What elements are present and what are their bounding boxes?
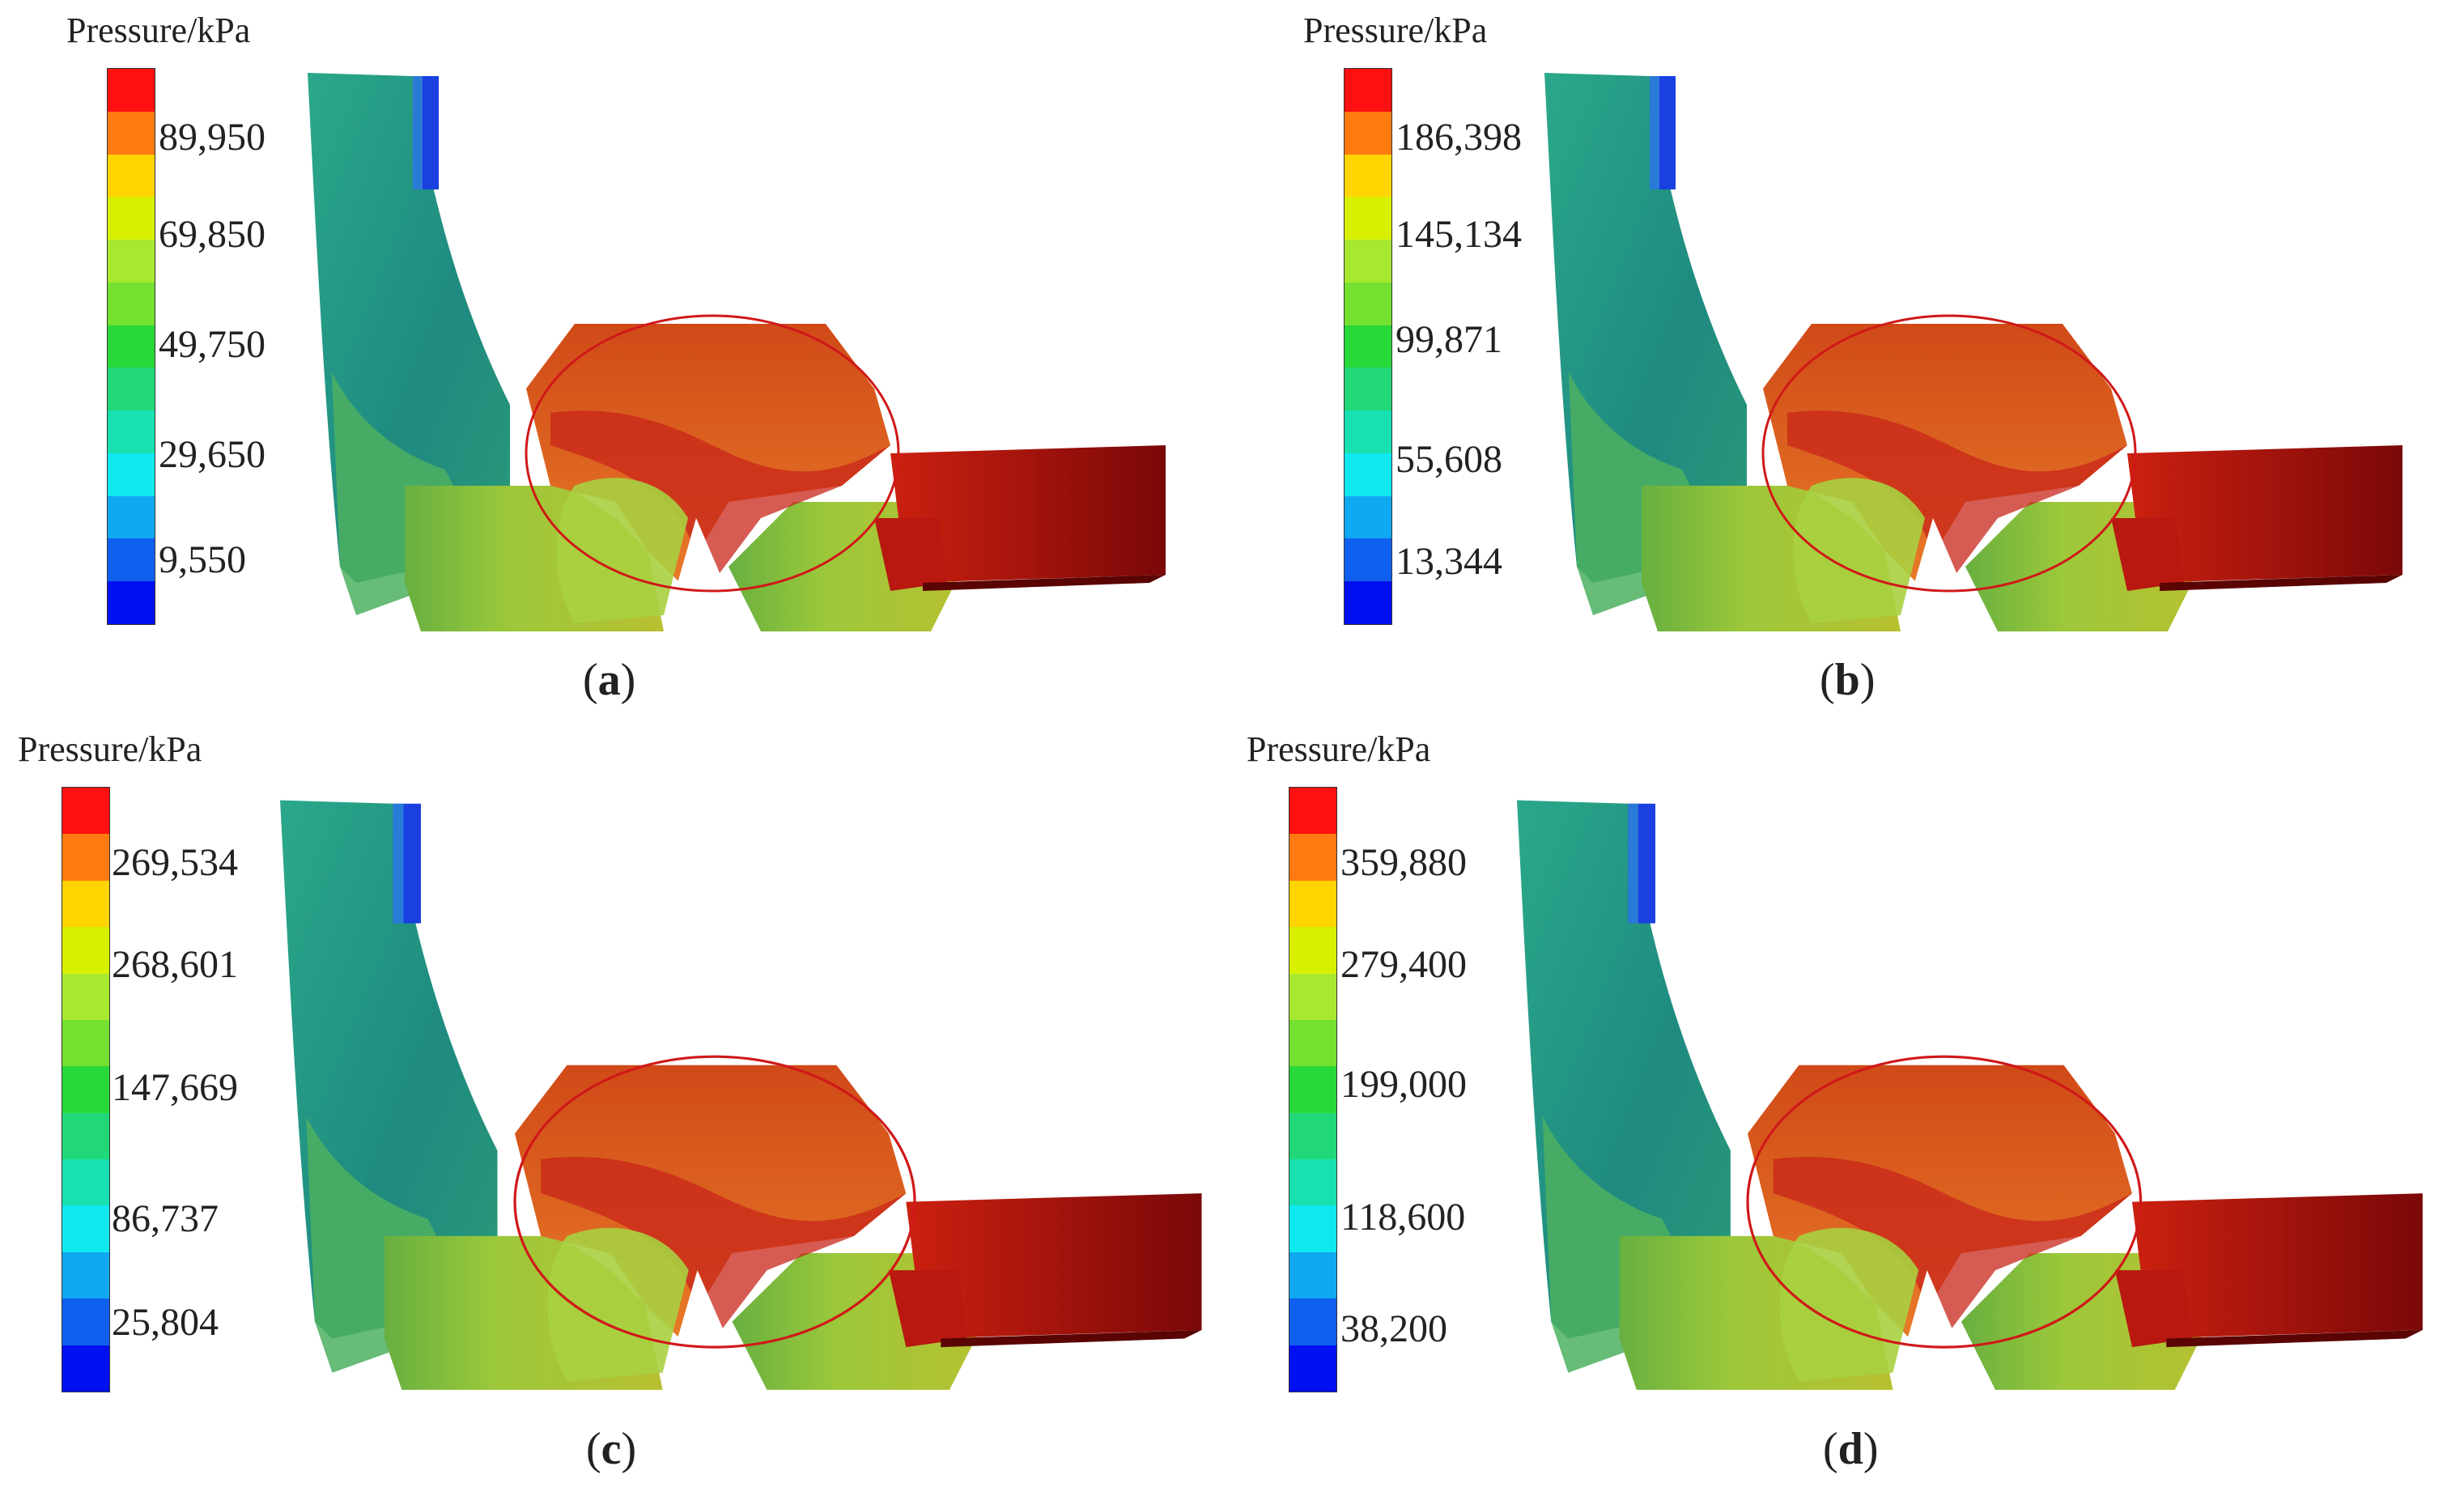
caption: (b) bbox=[1820, 655, 1876, 705]
tick-label: 279,400 bbox=[1340, 943, 1467, 986]
colorbar-band bbox=[1345, 154, 1391, 198]
colorbar-band bbox=[62, 1112, 109, 1160]
colorbar-band bbox=[1345, 453, 1391, 497]
tick-label: 268,601 bbox=[112, 943, 238, 986]
colorbar-band bbox=[1289, 1159, 1336, 1206]
caption: (c) bbox=[586, 1424, 637, 1474]
colorbar-band bbox=[108, 410, 155, 454]
colorbar-band bbox=[62, 1345, 109, 1392]
colorbar-band bbox=[1289, 788, 1336, 835]
legend-title: Pressure/kPa bbox=[18, 729, 202, 769]
panel-a: Pressure/kPa 89,950 69,850 49,750 29,650… bbox=[0, 0, 1214, 729]
pressure-contour-model bbox=[1544, 71, 2404, 633]
colorbar-band bbox=[1289, 927, 1336, 975]
colorbar-band bbox=[62, 1298, 109, 1346]
colorbar-band bbox=[1289, 1205, 1336, 1253]
colorbar-band bbox=[1289, 973, 1336, 1021]
colorbar-band bbox=[62, 1019, 109, 1067]
colorbar-band bbox=[1289, 1298, 1336, 1346]
colorbar-band bbox=[108, 538, 155, 582]
colorbar-band bbox=[62, 973, 109, 1021]
caption: (d) bbox=[1823, 1424, 1879, 1474]
tick-label: 86,737 bbox=[112, 1197, 219, 1240]
tick-label: 69,850 bbox=[159, 213, 266, 256]
colorbar-band bbox=[108, 69, 155, 113]
colorbar-band bbox=[108, 581, 155, 625]
tick-label: 359,880 bbox=[1340, 841, 1467, 884]
tick-label: 89,950 bbox=[159, 116, 266, 159]
colorbar-band bbox=[1345, 538, 1391, 582]
colorbar-band bbox=[62, 880, 109, 928]
colorbar-band bbox=[62, 1066, 109, 1114]
colorbar-band bbox=[108, 240, 155, 283]
colorbar-band bbox=[108, 282, 155, 326]
caption: (a) bbox=[583, 655, 636, 705]
colorbar-band bbox=[1345, 111, 1391, 155]
colorbar-band bbox=[1289, 1066, 1336, 1114]
tick-label: 49,750 bbox=[159, 323, 266, 366]
legend-title: Pressure/kPa bbox=[66, 11, 251, 50]
colorbar-band bbox=[1345, 368, 1391, 411]
colorbar bbox=[1344, 68, 1392, 625]
colorbar-band bbox=[108, 111, 155, 155]
colorbar-band bbox=[1345, 495, 1391, 539]
colorbar-band bbox=[1345, 581, 1391, 625]
colorbar-band bbox=[1345, 410, 1391, 454]
colorbar-band bbox=[1289, 1019, 1336, 1067]
colorbar-band bbox=[1345, 282, 1391, 326]
colorbar-band bbox=[1345, 240, 1391, 283]
colorbar-band bbox=[1289, 1252, 1336, 1299]
colorbar-band bbox=[62, 927, 109, 975]
panel-b: Pressure/kPa 186,398 145,134 99,871 55,6… bbox=[1237, 0, 2451, 729]
colorbar-band bbox=[62, 788, 109, 835]
colorbar-band bbox=[62, 1159, 109, 1206]
colorbar-band bbox=[108, 453, 155, 497]
tick-label: 145,134 bbox=[1396, 213, 1522, 256]
panel-c: Pressure/kPa 269,534 268,601 147,669 86,… bbox=[0, 729, 1214, 1474]
legend-title: Pressure/kPa bbox=[1247, 729, 1431, 769]
tick-label: 269,534 bbox=[112, 841, 238, 884]
tick-label: 9,550 bbox=[159, 538, 246, 581]
colorbar-band bbox=[108, 197, 155, 240]
tick-label: 147,669 bbox=[112, 1066, 238, 1109]
colorbar-band bbox=[108, 154, 155, 198]
pressure-contour-model bbox=[308, 71, 1167, 633]
colorbar-band bbox=[62, 834, 109, 882]
tick-label: 25,804 bbox=[112, 1301, 219, 1344]
tick-label: 118,600 bbox=[1340, 1196, 1466, 1239]
colorbar-band bbox=[1289, 834, 1336, 882]
tick-label: 13,344 bbox=[1396, 540, 1502, 583]
tick-label: 38,200 bbox=[1340, 1307, 1447, 1350]
tick-label: 29,650 bbox=[159, 433, 266, 476]
legend-title: Pressure/kPa bbox=[1303, 11, 1488, 50]
panel-d: Pressure/kPa 359,880 279,400 199,000 118… bbox=[1237, 729, 2451, 1474]
colorbar-band bbox=[1289, 1112, 1336, 1160]
tick-label: 199,000 bbox=[1340, 1063, 1467, 1106]
colorbar-band bbox=[62, 1252, 109, 1299]
colorbar bbox=[107, 68, 155, 625]
colorbar-band bbox=[1289, 880, 1336, 928]
tick-label: 186,398 bbox=[1396, 116, 1522, 159]
pressure-contour-model bbox=[280, 798, 1204, 1392]
colorbar-band bbox=[1345, 197, 1391, 240]
tick-label: 99,871 bbox=[1396, 318, 1502, 361]
colorbar-band bbox=[108, 325, 155, 368]
tick-label: 55,608 bbox=[1396, 438, 1502, 481]
pressure-contour-model bbox=[1517, 798, 2424, 1392]
colorbar-band bbox=[1289, 1345, 1336, 1392]
colorbar-band bbox=[62, 1205, 109, 1253]
colorbar-band bbox=[1345, 69, 1391, 113]
colorbar bbox=[62, 787, 110, 1392]
colorbar-band bbox=[108, 495, 155, 539]
colorbar bbox=[1289, 787, 1337, 1392]
colorbar-band bbox=[108, 368, 155, 411]
colorbar-band bbox=[1345, 325, 1391, 368]
